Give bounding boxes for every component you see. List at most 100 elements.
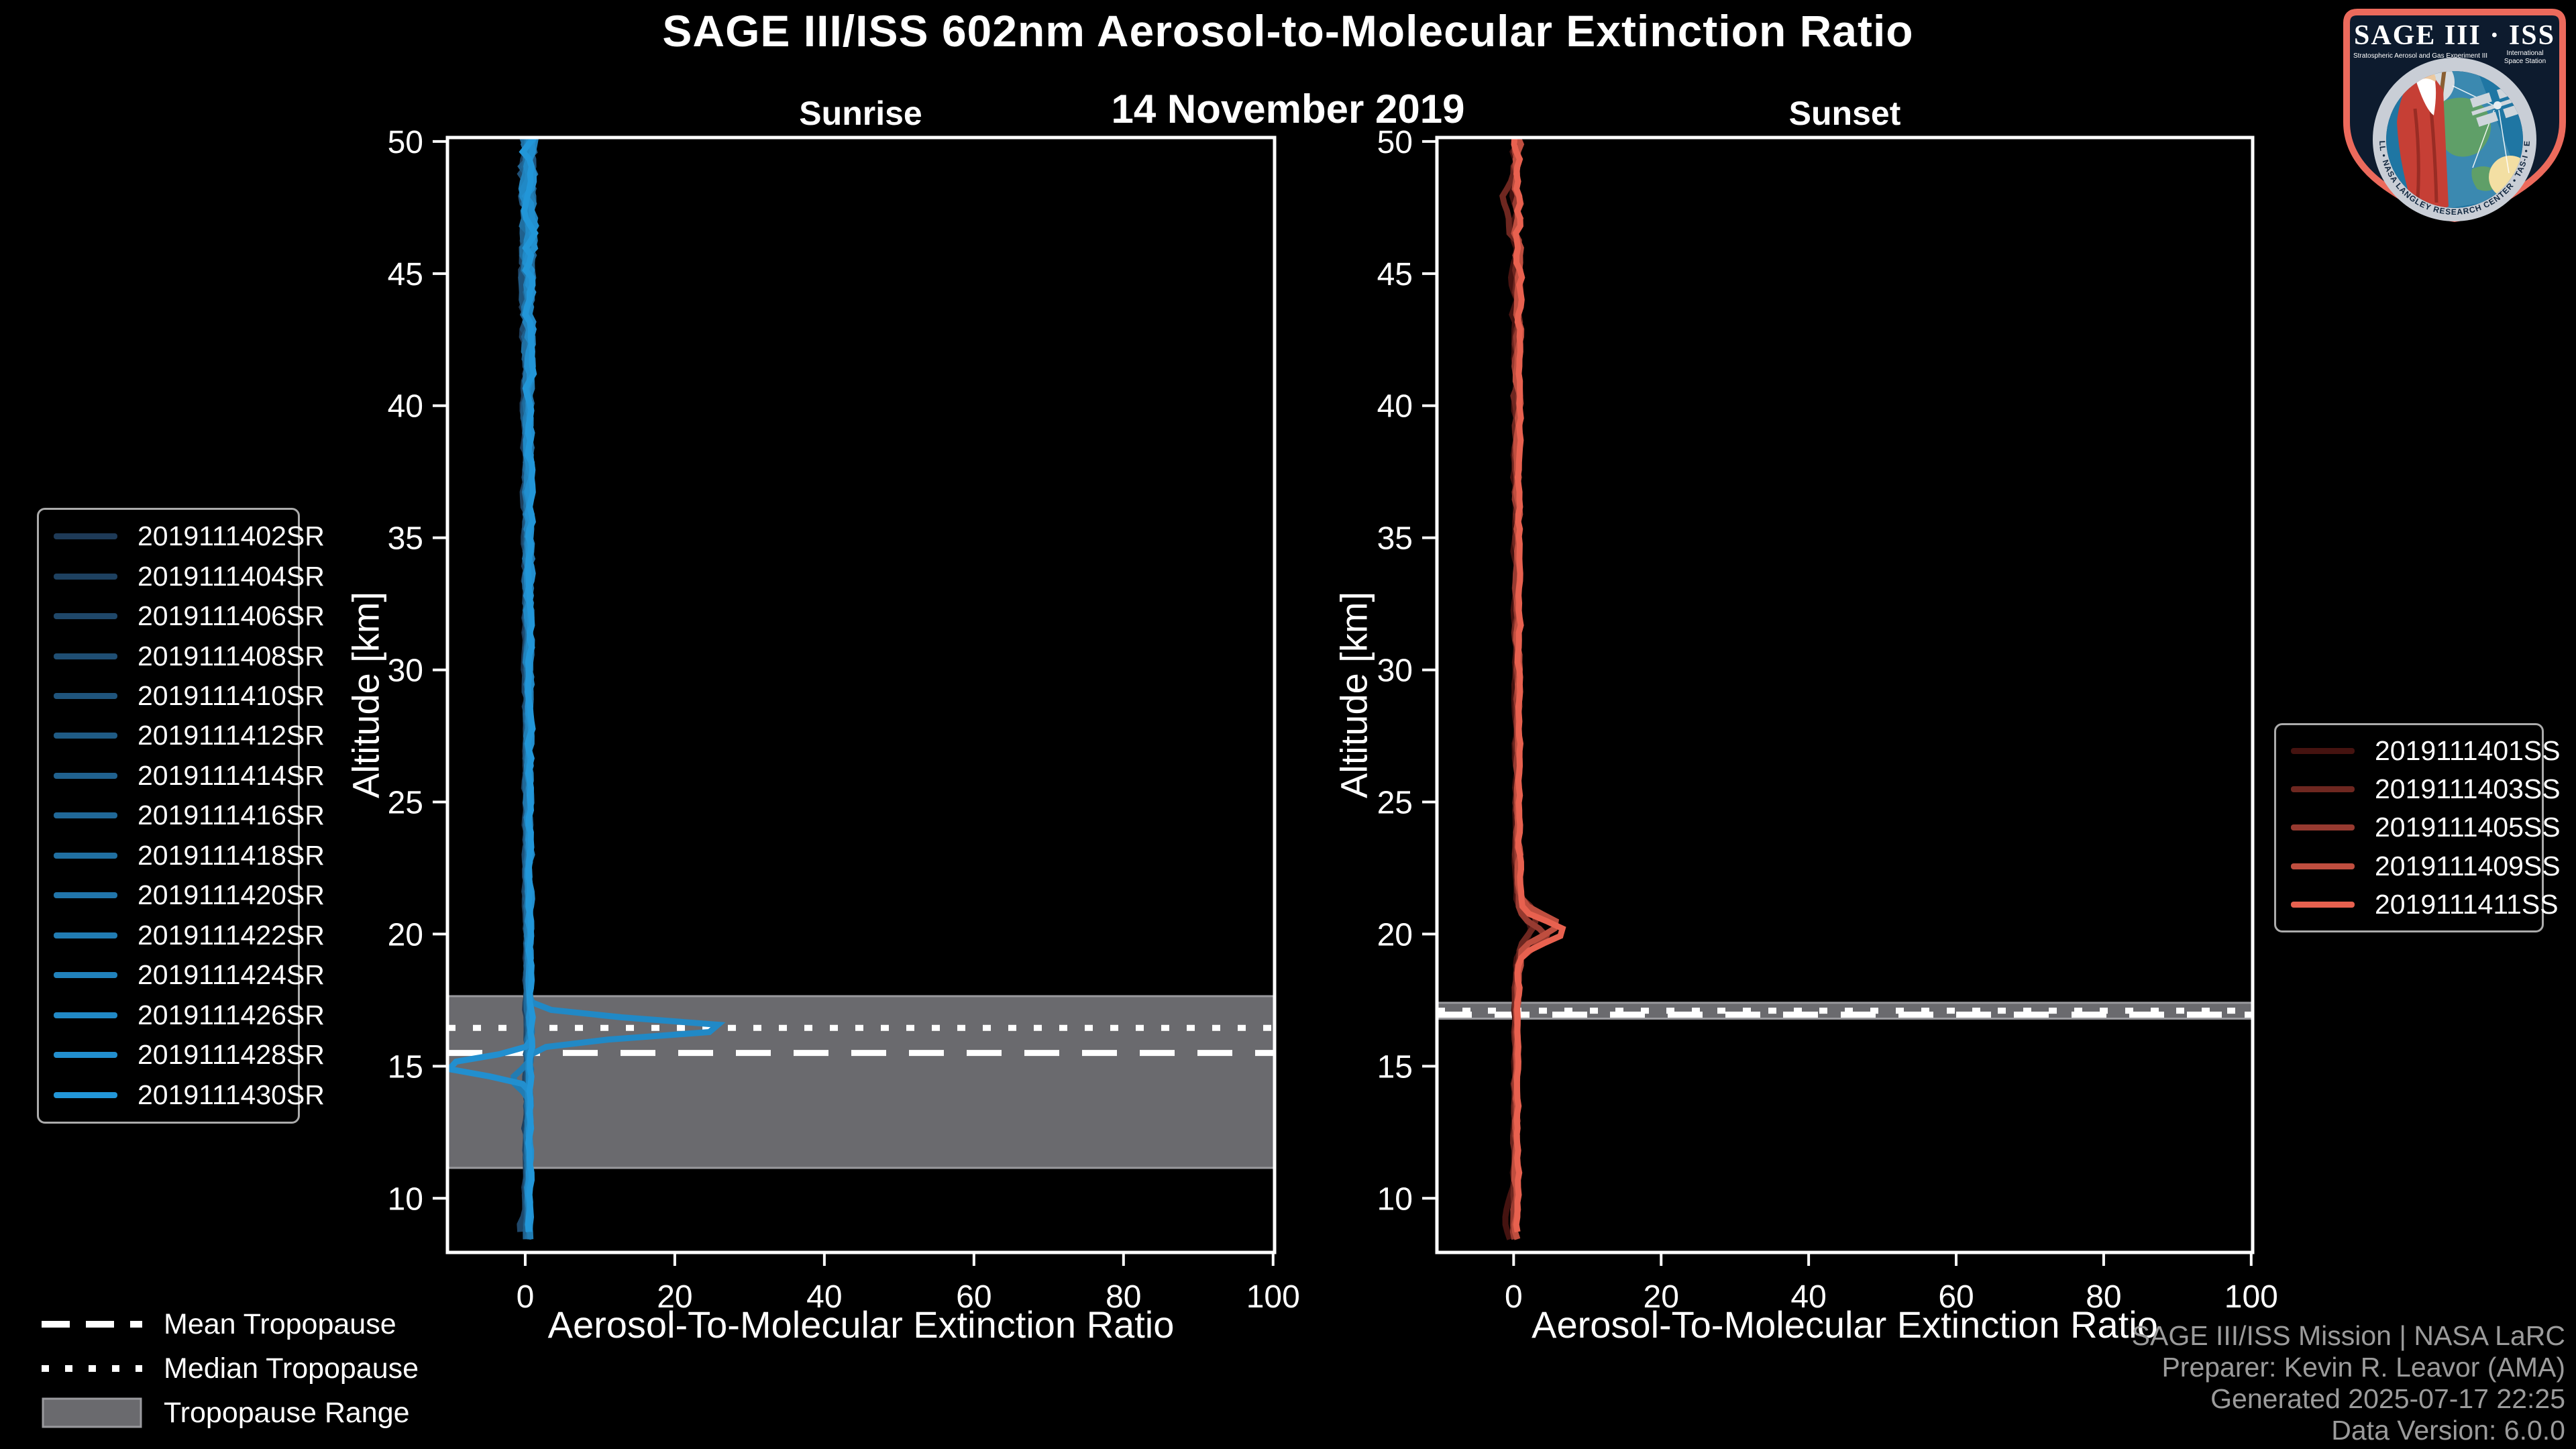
- credit-preparer: Preparer: Kevin R. Leavor (AMA): [2161, 1352, 2565, 1383]
- legend-line-swatch: [54, 693, 117, 700]
- logo-sub-left: Stratospheric Aerosol and Gas Experiment…: [2353, 52, 2487, 60]
- legend-line-swatch: [54, 613, 117, 620]
- legend-line-swatch: [54, 812, 117, 819]
- legend-line-swatch: [2291, 748, 2355, 755]
- x-tick-label: 40: [806, 1279, 842, 1315]
- legend-item-2019111416SR: 2019111416SR: [54, 800, 325, 831]
- legend-item-2019111414SR: 2019111414SR: [54, 760, 325, 792]
- legend-line-swatch: [54, 573, 117, 580]
- legend-item-label: 2019111424SR: [138, 959, 325, 991]
- legend-item-label: 2019111411SS: [2375, 888, 2559, 920]
- x-tick-label: 0: [517, 1279, 535, 1315]
- y-tick-label: 40: [388, 389, 423, 425]
- logo-earth-scene: [2386, 71, 2523, 208]
- y-tick-label: 15: [1377, 1049, 1413, 1085]
- legend-sunset: 2019111401SS 2019111403SS 2019111405SS 2019…: [2274, 723, 2561, 932]
- credit-block: SAGE III/ISS Mission | NASA LaRC Prepare…: [2132, 1320, 2565, 1446]
- legend-item-label: 2019111405SS: [2375, 812, 2561, 843]
- x-tick-label: 20: [1644, 1279, 1679, 1315]
- panel-sunrise: 0 20 40 60 80 100 10 15 20 25 30 35 40 45 50: [388, 125, 1300, 1315]
- y-tick-label: 15: [388, 1049, 423, 1085]
- legend-item-label: 2019111416SR: [138, 800, 325, 831]
- legend-line-swatch: [54, 653, 117, 659]
- y-tick-label: 35: [1377, 521, 1413, 557]
- panel-title-sunrise: Sunrise: [799, 95, 922, 132]
- y-tick-label: 45: [1377, 257, 1413, 292]
- mean-tropopause-legend-row: Mean Tropopause: [42, 1307, 419, 1342]
- legend-line-swatch: [2291, 863, 2355, 869]
- logo-sub-right-2: Space Station: [2504, 58, 2546, 65]
- y-tick-label: 50: [1377, 125, 1413, 160]
- profile-curves: [447, 138, 726, 1240]
- legend-item-label: 2019111422SR: [138, 919, 325, 951]
- legend-item-2019111428SR: 2019111428SR: [54, 1039, 325, 1071]
- date-subtitle: 14 November 2019: [1111, 87, 1465, 131]
- y-tick-label: 10: [1377, 1181, 1413, 1217]
- y-tick-label: 50: [388, 125, 423, 160]
- median-tropopause-swatch-icon: [42, 1365, 142, 1372]
- legend-line-swatch: [54, 892, 117, 899]
- x-tick-label: 100: [2224, 1279, 2278, 1315]
- tropopause-range-legend-row: Tropopause Range: [42, 1395, 419, 1430]
- legend-item-label: 2019111414SR: [138, 759, 325, 791]
- page-title: SAGE III/ISS 602nm Aerosol-to-Molecular …: [662, 6, 1914, 56]
- tropopause-range-band: [446, 995, 1276, 1169]
- legend-line-swatch: [2291, 901, 2355, 908]
- legend-item-label: 2019111402SR: [138, 521, 325, 552]
- legend-line-swatch: [54, 972, 117, 979]
- credit-data-version: Data Version: 6.0.0: [2331, 1415, 2565, 1446]
- panel-title-sunset: Sunset: [1788, 95, 1901, 132]
- legend-item-label: 2019111410SR: [138, 680, 325, 712]
- y-tick-label: 40: [1377, 389, 1413, 425]
- legend-line-swatch: [54, 1091, 117, 1098]
- y-tick-label: 25: [1377, 786, 1413, 821]
- profile-curve-2019111430SR: [519, 138, 539, 1232]
- y-tick-label: 20: [1377, 917, 1413, 953]
- axes-spines: [445, 136, 1277, 1254]
- x-tick-label: 0: [1505, 1279, 1523, 1315]
- legend-item-2019111420SR: 2019111420SR: [54, 879, 325, 911]
- legend-sunrise: 2019111402SR 2019111404SR 2019111406SR 2019…: [37, 508, 325, 1124]
- legend-item-2019111430SR: 2019111430SR: [54, 1079, 325, 1111]
- legend-item-2019111422SR: 2019111422SR: [54, 920, 325, 951]
- y-tick-label: 25: [388, 786, 423, 821]
- x-tick-label: 80: [1106, 1279, 1141, 1315]
- y-tick-label: 45: [388, 257, 423, 292]
- logo-title: SAGE III · ISS: [2354, 20, 2555, 51]
- legend-item-2019111411SS: 2019111411SS: [2291, 889, 2559, 920]
- median-tropopause-label: Median Tropopause: [164, 1352, 419, 1385]
- legend-item-label: 2019111408SR: [138, 640, 325, 672]
- mean-tropopause-label: Mean Tropopause: [164, 1307, 396, 1340]
- x-tick-label: 40: [1790, 1279, 1826, 1315]
- y-tick-label: 30: [1377, 653, 1413, 689]
- legend-item-2019111405SS: 2019111405SS: [2291, 812, 2561, 843]
- legend-line-swatch: [54, 533, 117, 540]
- x-axis-label-sunset: Aerosol-To-Molecular Extinction Ratio: [1532, 1303, 2158, 1346]
- legend-item-2019111402SR: 2019111402SR: [54, 521, 325, 552]
- legend-item-2019111424SR: 2019111424SR: [54, 959, 325, 991]
- sage-iss-logo: SAGE III · ISS Stratospheric Aerosol and…: [2338, 1, 2568, 223]
- legend-item-2019111409SS: 2019111409SS: [2291, 851, 2561, 882]
- legend-item-2019111408SR: 2019111408SR: [54, 641, 325, 672]
- legend-item-2019111403SS: 2019111403SS: [2291, 773, 2561, 805]
- legend-item-label: 2019111420SR: [138, 879, 325, 911]
- legend-line-swatch: [54, 772, 117, 779]
- legend-item-label: 2019111404SR: [138, 560, 325, 592]
- mean-tropopause-swatch-icon: [42, 1321, 142, 1328]
- legend-line-swatch: [54, 733, 117, 739]
- x-tick-label: 60: [956, 1279, 991, 1315]
- y-tick-label: 35: [388, 521, 423, 557]
- legend-item-label: 2019111406SR: [138, 600, 325, 632]
- y-axis-label-sunrise: Altitude [km]: [344, 591, 387, 799]
- legend-item-label: 2019111412SR: [138, 720, 325, 751]
- axes-spines: [1435, 136, 2255, 1254]
- x-tick-label: 20: [657, 1279, 692, 1315]
- y-tick-label: 30: [388, 653, 423, 689]
- legend-item-label: 2019111426SR: [138, 999, 325, 1030]
- sage-iss-logo-icon: SAGE III · ISS Stratospheric Aerosol and…: [2338, 1, 2566, 222]
- legend-item-2019111426SR: 2019111426SR: [54, 1000, 325, 1031]
- x-tick-label: 100: [1246, 1279, 1300, 1315]
- x-tick-label: 80: [2086, 1279, 2121, 1315]
